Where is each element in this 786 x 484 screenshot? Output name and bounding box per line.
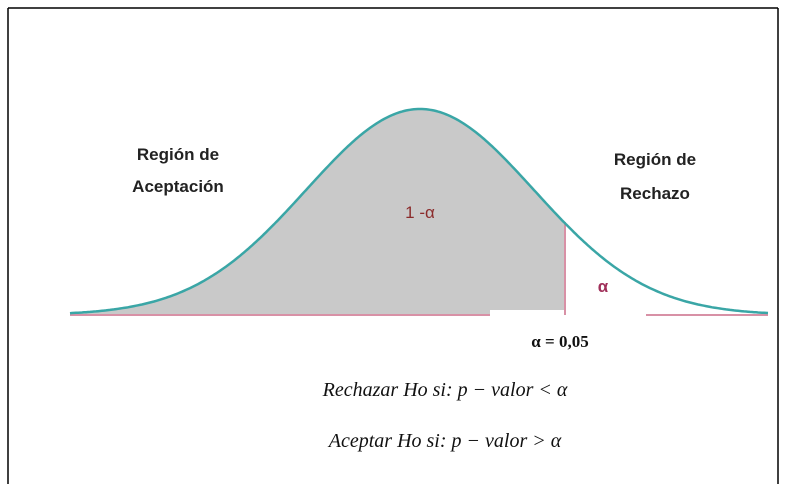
label-gap — [490, 310, 646, 324]
confidence-label: 1 -α — [405, 203, 435, 222]
acceptance-label: Aceptación — [132, 177, 224, 196]
acceptance-label: Región de — [137, 145, 219, 164]
alpha-label: α — [598, 277, 609, 296]
rule-text: Rechazar Ho si: p − valor < α — [322, 379, 568, 401]
rejection-label: Rechazo — [620, 184, 690, 203]
normal-curve — [69, 107, 769, 315]
alpha-value: α = 0,05 — [531, 332, 588, 351]
acceptance-area — [70, 109, 565, 315]
rule-text: Aceptar Ho si: p − valor > α — [327, 430, 562, 452]
rejection-label: Región de — [614, 150, 696, 169]
